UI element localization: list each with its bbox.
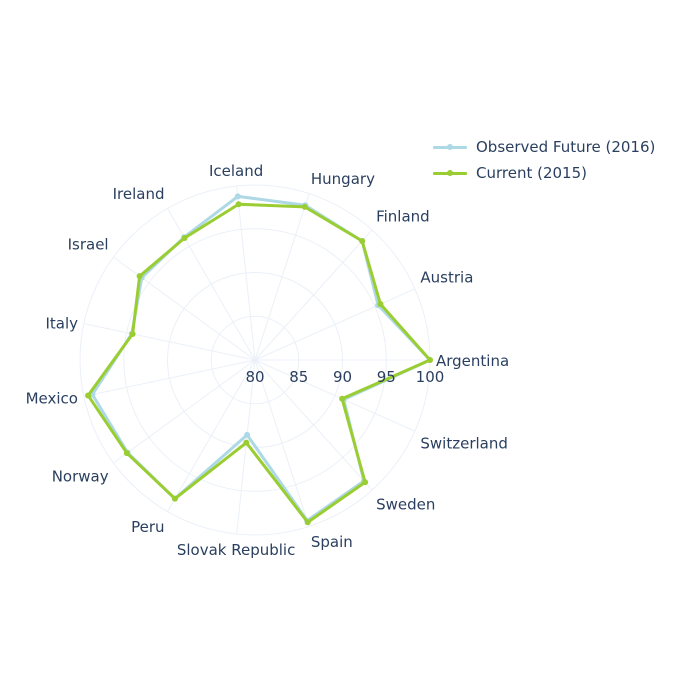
category-labels: Argentina Austria Finland Hungary Iceland Ire… <box>26 162 510 559</box>
radial-tick-labels: 80 85 90 95 100 <box>245 368 444 386</box>
radial-grid <box>79 184 431 536</box>
data-point-iceland <box>234 193 241 200</box>
angular-gridline <box>254 193 310 361</box>
angular-gridline <box>236 359 256 535</box>
angular-gridline <box>254 288 416 361</box>
series-line <box>86 202 432 524</box>
category-label-hungary: Hungary <box>311 170 375 188</box>
data-point-israel <box>136 273 143 280</box>
radial-tick-label: 90 <box>333 368 352 386</box>
data-point-switzerland <box>339 395 346 402</box>
radial-tick-label: 100 <box>416 368 445 386</box>
data-point-iceland <box>235 201 242 208</box>
angular-gridline <box>113 359 256 464</box>
angular-gridline <box>83 323 256 361</box>
category-label-israel: Israel <box>68 236 109 254</box>
data-point-spain <box>304 519 311 526</box>
legend-swatch-current <box>430 167 470 179</box>
data-point-argentina <box>427 357 433 363</box>
data-point-slovak-republic <box>243 439 250 446</box>
radial-tick-label: 85 <box>289 368 308 386</box>
series-current-2015- <box>85 201 433 526</box>
category-label-peru: Peru <box>131 518 164 536</box>
legend-item-current[interactable]: Current (2015) <box>430 160 655 186</box>
series-observed-future-2016- <box>89 193 433 524</box>
angular-gridline <box>167 208 256 361</box>
category-label-mexico: Mexico <box>26 390 78 408</box>
angular-gridline <box>254 359 373 491</box>
data-point-finland <box>359 238 366 245</box>
radial-tick-label: 95 <box>377 368 396 386</box>
angular-gridline <box>254 359 310 527</box>
legend: Observed Future (2016) Current (2015) <box>430 134 655 186</box>
data-point-italy <box>129 330 136 337</box>
category-label-spain: Spain <box>311 533 353 551</box>
legend-label-current: Current (2015) <box>476 164 587 182</box>
category-label-switzerland: Switzerland <box>420 435 508 453</box>
category-label-sweden: Sweden <box>376 496 435 514</box>
radial-tick-label: 80 <box>245 368 264 386</box>
category-label-iceland: Iceland <box>209 162 263 180</box>
data-point-hungary <box>301 203 308 210</box>
category-label-ireland: Ireland <box>113 185 165 203</box>
category-label-norway: Norway <box>52 467 109 485</box>
angular-gridline <box>83 359 256 397</box>
legend-swatch-observed <box>430 141 470 153</box>
data-point-ireland <box>181 234 188 241</box>
angular-gridline <box>254 229 373 361</box>
data-point-slovak-republic <box>244 431 251 438</box>
legend-item-observed[interactable]: Observed Future (2016) <box>430 134 655 160</box>
data-point-mexico <box>85 392 92 399</box>
data-point-austria <box>377 301 384 308</box>
category-label-italy: Italy <box>45 314 78 332</box>
angular-gridline <box>254 359 416 432</box>
data-point-peru <box>171 495 178 502</box>
series-line <box>90 194 432 523</box>
angular-gridline <box>167 359 256 512</box>
category-label-austria: Austria <box>420 268 473 286</box>
category-label-slovak-republic: Slovak Republic <box>177 541 296 559</box>
category-label-argentina: Argentina <box>436 352 509 370</box>
legend-label-observed: Observed Future (2016) <box>476 138 656 156</box>
angular-gridline <box>113 256 256 361</box>
data-point-sweden <box>362 479 369 486</box>
category-label-finland: Finland <box>376 208 430 226</box>
data-point-norway <box>123 450 130 457</box>
angular-gridline <box>236 185 256 361</box>
